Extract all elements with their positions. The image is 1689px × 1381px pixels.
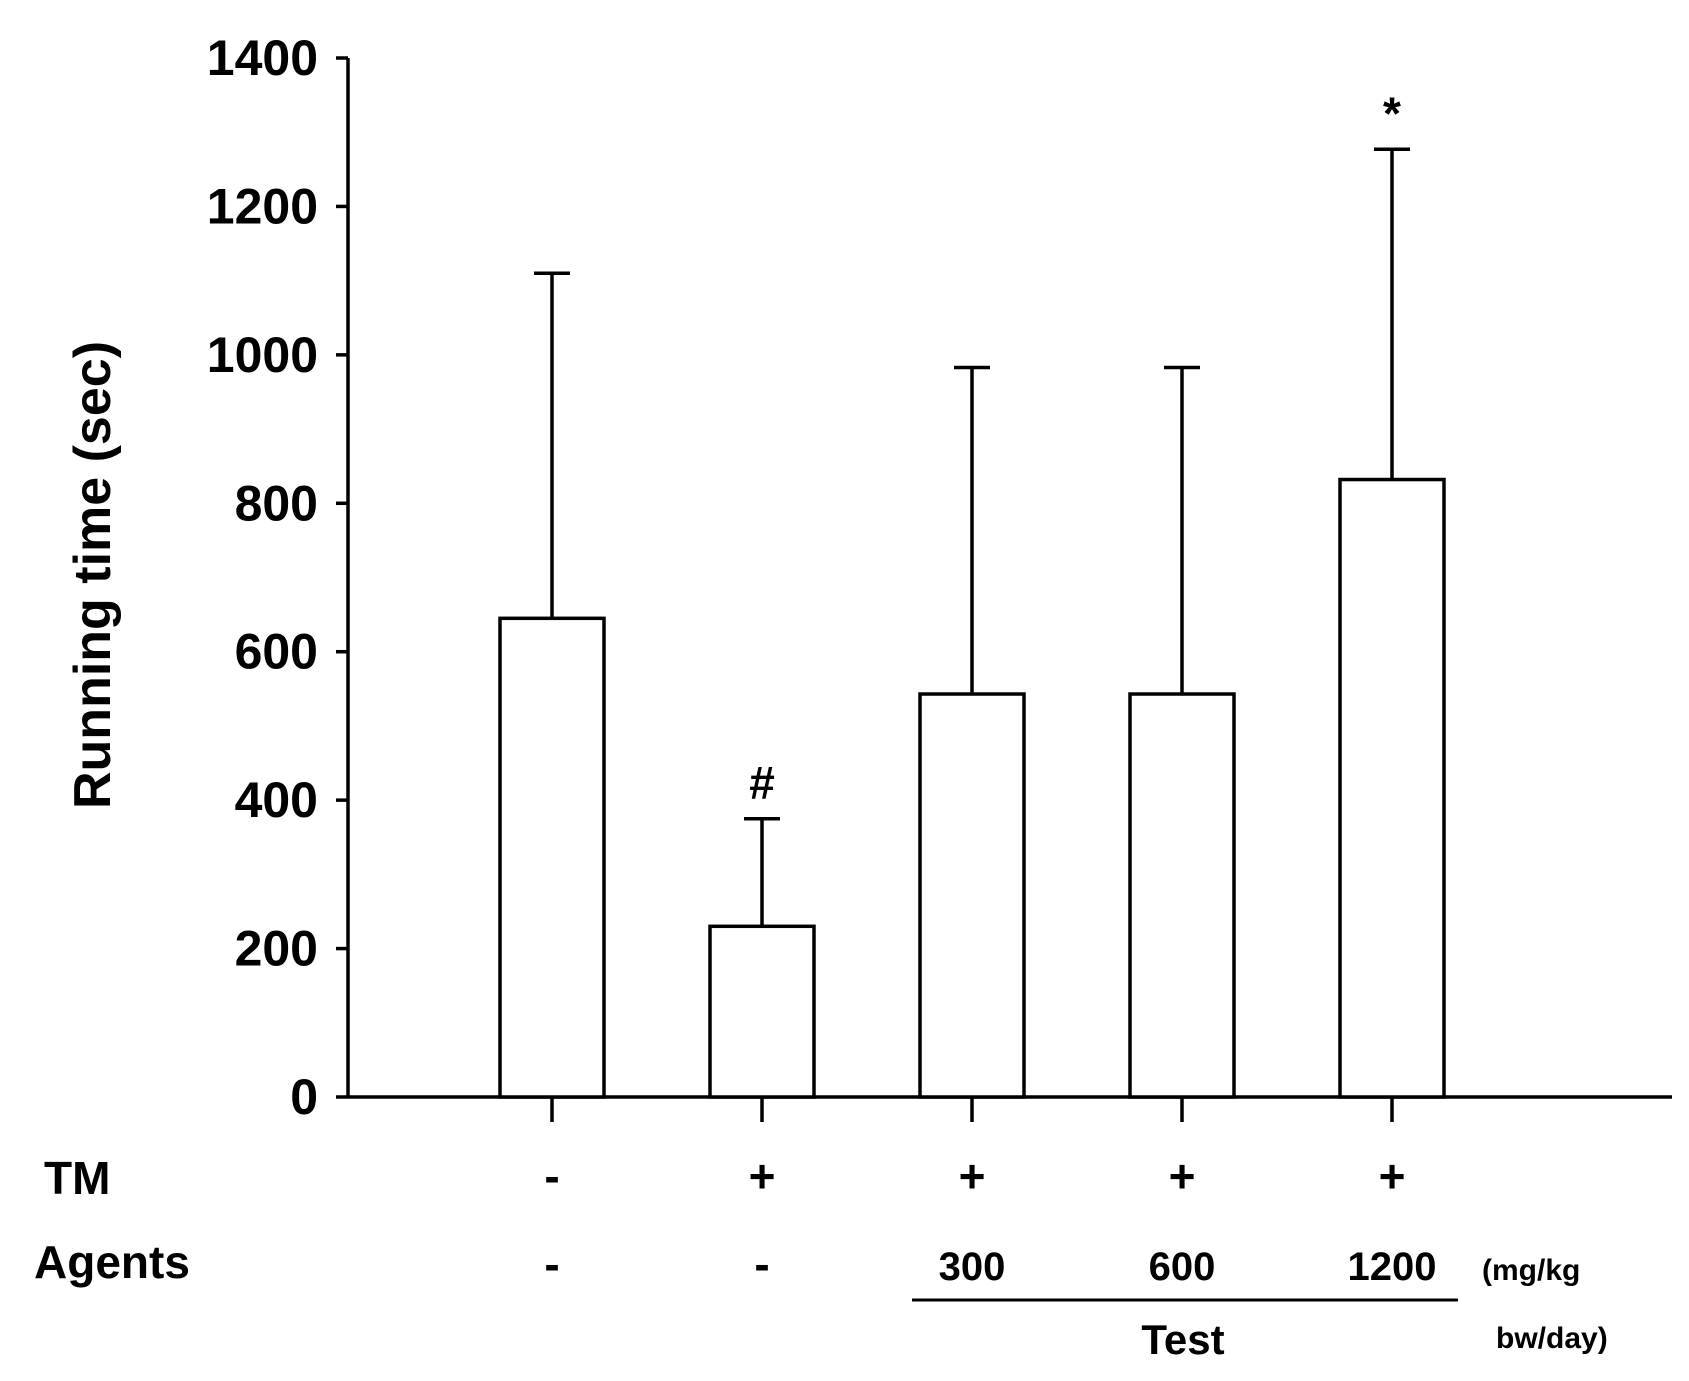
y-tick-label: 0 bbox=[290, 1069, 318, 1125]
y-tick-label: 1400 bbox=[207, 30, 318, 86]
y-tick-label: 800 bbox=[235, 475, 318, 531]
bar bbox=[708, 924, 816, 1099]
tm-value: - bbox=[544, 1150, 559, 1202]
tm-value: + bbox=[1169, 1150, 1196, 1202]
dose-unit: (mg/kg bw/day) bbox=[1482, 1254, 1608, 1355]
test-group: Test bbox=[912, 1298, 1458, 1363]
agent-value: - bbox=[544, 1238, 559, 1290]
significance-mark: # bbox=[749, 757, 775, 809]
tm-value: + bbox=[749, 1150, 776, 1202]
bar bbox=[1128, 692, 1236, 1099]
y-tick-label: 1200 bbox=[207, 178, 318, 234]
agent-value: - bbox=[754, 1238, 769, 1290]
significance-annotations: #* bbox=[749, 87, 1401, 808]
error-bars bbox=[534, 147, 1410, 927]
y-axis-ticks: 0 200 400 600 800 1000 1200 1400 bbox=[207, 30, 348, 1125]
x-axis-ticks bbox=[550, 1097, 1394, 1122]
agent-value: 300 bbox=[939, 1245, 1006, 1289]
agent-value: 600 bbox=[1149, 1245, 1216, 1289]
agents-row-label: Agents bbox=[34, 1236, 190, 1288]
y-tick-label: 1000 bbox=[207, 327, 318, 383]
tm-value: + bbox=[1379, 1150, 1406, 1202]
condition-rows: TM Agents - - + - +300 +600 +1200 bbox=[34, 1150, 1436, 1290]
y-tick-label: 400 bbox=[235, 772, 318, 828]
significance-mark: * bbox=[1383, 87, 1401, 139]
bar bbox=[918, 692, 1026, 1099]
y-axis-label: Running time (sec) bbox=[64, 341, 122, 809]
dose-unit-line-2: bw/day) bbox=[1496, 1322, 1608, 1355]
test-group-label: Test bbox=[1141, 1316, 1224, 1363]
bar bbox=[1338, 477, 1446, 1099]
y-tick-label: 600 bbox=[235, 624, 318, 680]
dose-unit-line-1: (mg/kg bbox=[1482, 1254, 1580, 1287]
agent-value: 1200 bbox=[1348, 1245, 1437, 1289]
bar bbox=[498, 616, 606, 1099]
tm-row-label: TM bbox=[44, 1152, 110, 1204]
y-tick-label: 200 bbox=[235, 921, 318, 977]
tm-value: + bbox=[959, 1150, 986, 1202]
